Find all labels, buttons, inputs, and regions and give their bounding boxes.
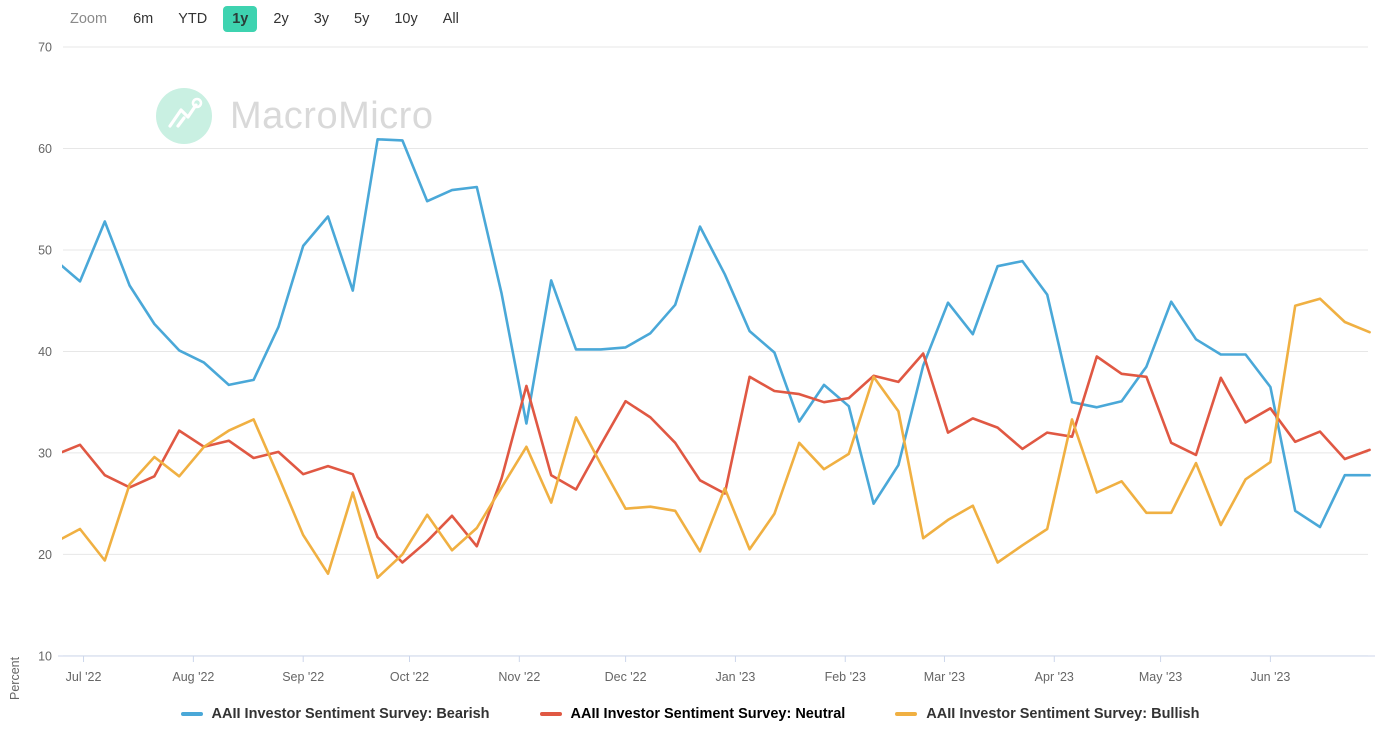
series-line-1 (62, 352, 1371, 564)
x-tick-label: Mar '23 (924, 670, 965, 684)
bullish-line-swatch-icon (895, 712, 918, 716)
x-tick-label: Aug '22 (172, 670, 214, 684)
zoom-range-toolbar: Zoom 6m YTD 1y 2y 3y 5y 10y All (70, 5, 468, 33)
x-tick-label: Jul '22 (66, 670, 102, 684)
range-button-2y[interactable]: 2y (264, 6, 297, 32)
legend-item-bearish[interactable]: AAII Investor Sentiment Survey: Bearish (180, 706, 490, 722)
x-tick-label: Nov '22 (498, 670, 540, 684)
legend-label-bearish: AAII Investor Sentiment Survey: Bearish (211, 706, 490, 722)
x-axis (58, 655, 1375, 662)
y-tick-label: 30 (38, 446, 52, 460)
series-lines (62, 138, 1371, 580)
zoom-toolbar-label: Zoom (70, 11, 108, 27)
legend-item-bullish[interactable]: AAII Investor Sentiment Survey: Bullish (895, 706, 1199, 722)
y-tick-label: 10 (38, 649, 52, 663)
legend-item-neutral[interactable]: AAII Investor Sentiment Survey: Neutral (539, 706, 846, 722)
x-tick-label: Oct '22 (390, 670, 429, 684)
chart-legend: AAII Investor Sentiment Survey: Bearish … (0, 706, 1380, 722)
series-line-2 (62, 297, 1371, 580)
x-tick-label: Jun '23 (1250, 670, 1290, 684)
y-tick-label: 40 (38, 345, 52, 359)
x-tick-label: Sep '22 (282, 670, 324, 684)
x-tick-label: Apr '23 (1035, 670, 1074, 684)
x-tick-label: Jan '23 (715, 670, 755, 684)
series-line-0 (62, 138, 1371, 529)
range-button-3y[interactable]: 3y (305, 6, 338, 32)
x-tick-label: May '23 (1139, 670, 1182, 684)
y-tick-label: 70 (38, 41, 52, 55)
range-button-all[interactable]: All (434, 6, 468, 32)
range-button-6m[interactable]: 6m (124, 6, 162, 32)
x-tick-label: Dec '22 (605, 670, 647, 684)
range-button-1y[interactable]: 1y (223, 6, 258, 32)
y-axis-labels: 70 60 50 40 30 20 10 (38, 41, 52, 664)
legend-label-bullish: AAII Investor Sentiment Survey: Bullish (926, 706, 1200, 722)
legend-label-neutral: AAII Investor Sentiment Survey: Neutral (570, 706, 846, 722)
y-tick-label: 60 (38, 142, 52, 156)
x-axis-labels: Jul '22 Aug '22 Sep '22 Oct '22 Nov '22 Dec '… (66, 670, 1291, 684)
gridlines (63, 46, 1368, 657)
neutral-line-swatch-icon (539, 712, 562, 716)
range-button-ytd[interactable]: YTD (169, 6, 216, 32)
y-tick-label: 20 (38, 548, 52, 562)
x-tick-label: Feb '23 (825, 670, 866, 684)
y-tick-label: 50 (38, 243, 52, 257)
range-button-10y[interactable]: 10y (385, 6, 426, 32)
range-button-5y[interactable]: 5y (345, 6, 378, 32)
bearish-line-swatch-icon (180, 712, 203, 716)
